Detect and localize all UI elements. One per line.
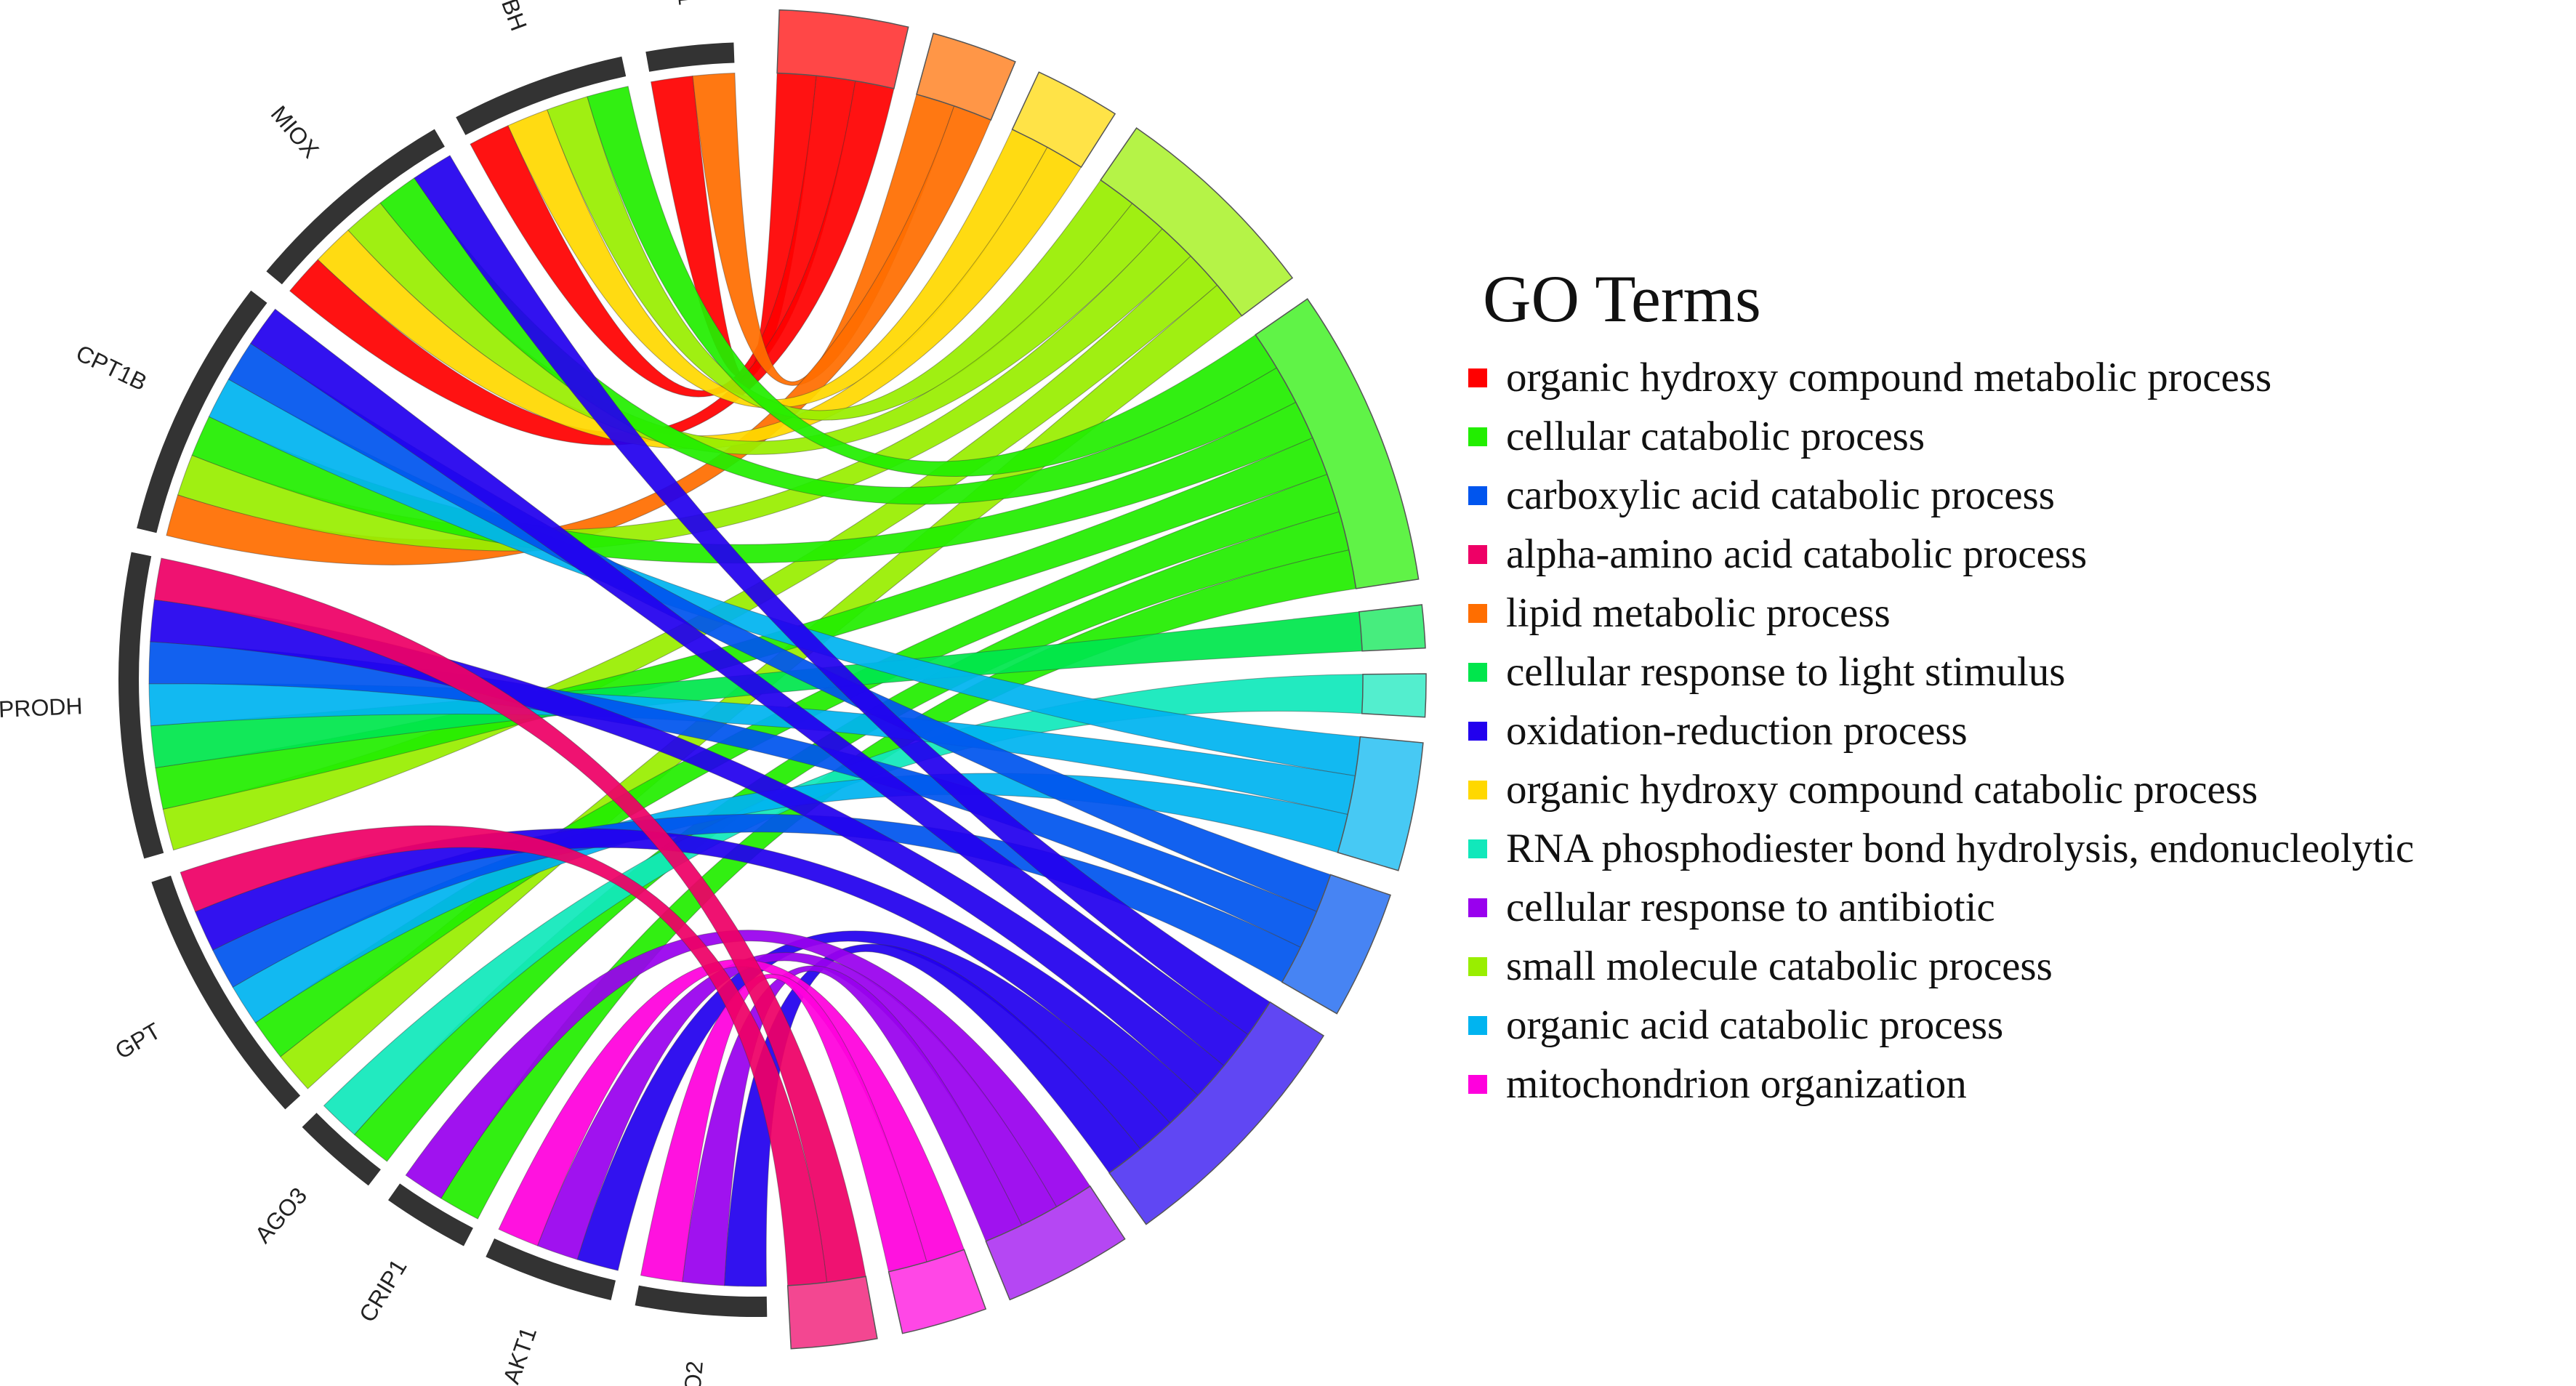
legend-label: organic hydroxy compound metabolic proce… <box>1506 355 2272 400</box>
legend-label: cellular response to antibiotic <box>1506 885 1995 930</box>
legend-swatch <box>1468 839 1487 858</box>
legend-label: carboxylic acid catabolic process <box>1506 472 2055 518</box>
gene-arc-sco2 <box>635 1285 768 1318</box>
term-arc-mitochondrion-organization <box>887 1249 987 1334</box>
gene-label-cpt1b: CPT1B <box>72 339 151 395</box>
term-arc-lipid-metabolic-process <box>916 32 1016 121</box>
legend-swatch <box>1468 956 1487 976</box>
ribbon-cellular-catabolic-process-miox <box>379 177 1297 505</box>
legend-swatch <box>1468 898 1487 917</box>
legend-label: oxidation-reduction process <box>1506 708 1968 754</box>
ribbon-oxidation-reduction-process-gpt <box>194 828 1199 1124</box>
legend-swatch <box>1468 368 1487 387</box>
legend-item-organic-acid-catabolic-process: organic acid catabolic process <box>1468 996 2559 1055</box>
term-arc-small-molecule-catabolic-process <box>1100 127 1294 317</box>
ribbons-group <box>148 72 1364 1287</box>
ribbon-oxidation-reduction-process-cpt1b <box>250 308 1249 1067</box>
legend-item-carboxylic-acid-catabolic-process: carboxylic acid catabolic process <box>1468 466 2559 525</box>
legend-item-cellular-response-to-antibiotic: cellular response to antibiotic <box>1468 878 2559 937</box>
gene-arc-dgat1 <box>645 42 735 72</box>
ribbon-oxidation-reduction-process-prodh <box>150 599 1225 1096</box>
gene-arc-akt1 <box>486 1238 616 1300</box>
term-arc-rna-phosphodiester-bond-hydrolysis-endonucleolytic <box>1361 673 1427 718</box>
legend-item-cellular-response-to-light-stimulus: cellular response to light stimulus <box>1468 642 2559 701</box>
term-arc-alpha-amino-acid-catabolic-process <box>786 1276 878 1350</box>
legend-title: GO Terms <box>1483 262 1761 336</box>
term-arc-cellular-catabolic-process <box>1255 298 1420 589</box>
gene-label-prodh: PRODH <box>0 693 83 722</box>
ribbon-mitochondrion-organization-sco2 <box>640 973 927 1283</box>
ribbon-oxidation-reduction-process-miox <box>414 155 1271 1036</box>
ribbon-oxidation-reduction-process-sco2 <box>724 943 1141 1287</box>
ribbon-carboxylic-acid-catabolic-process-cpt1b <box>228 342 1332 912</box>
legend-item-cellular-catabolic-process: cellular catabolic process <box>1468 407 2559 466</box>
ribbon-cellular-catabolic-process-dbh <box>587 86 1278 477</box>
gene-arcs-group <box>118 42 768 1318</box>
ribbon-organic-acid-catabolic-process-cpt1b <box>208 379 1361 777</box>
ribbon-small-molecule-catabolic-process-prodh <box>162 255 1218 851</box>
legend-swatch <box>1468 485 1487 505</box>
legend-swatch <box>1468 544 1487 564</box>
legend-label: alpha-amino acid catabolic process <box>1506 531 2088 577</box>
gene-label-sco2: SCO2 <box>676 1360 707 1386</box>
legend-item-oxidation-reduction-process: oxidation-reduction process <box>1468 701 2559 760</box>
legend-item-organic-hydroxy-compound-catabolic-process: organic hydroxy compound catabolic proce… <box>1468 760 2559 819</box>
term-arcs-group <box>776 9 1427 1350</box>
legend-label: lipid metabolic process <box>1506 590 1891 636</box>
term-arc-organic-hydroxy-compound-catabolic-process <box>1011 71 1116 169</box>
gene-arc-miox <box>266 129 445 285</box>
legend-swatch <box>1468 427 1487 446</box>
term-arc-oxidation-reduction-process <box>1108 1001 1325 1225</box>
gene-label-miox: MIOX <box>266 101 324 164</box>
legend-item-alpha-amino-acid-catabolic-process: alpha-amino acid catabolic process <box>1468 525 2559 584</box>
term-arc-organic-hydroxy-compound-metabolic-process <box>776 9 909 89</box>
ribbon-alpha-amino-acid-catabolic-process-prodh <box>153 557 866 1283</box>
gene-arc-crip1 <box>388 1183 473 1246</box>
term-arc-cellular-response-to-light-stimulus <box>1358 604 1426 652</box>
legend-swatch <box>1468 603 1487 623</box>
legend-label: cellular catabolic process <box>1506 414 1925 459</box>
term-arc-cellular-response-to-antibiotic <box>985 1185 1126 1301</box>
gene-arc-ago3 <box>302 1113 381 1186</box>
ribbon-carboxylic-acid-catabolic-process-prodh <box>148 641 1318 948</box>
legend-label: cellular response to light stimulus <box>1506 649 2066 695</box>
gene-label-dbh: DBH <box>491 0 532 34</box>
legend-swatch <box>1468 780 1487 799</box>
gene-label-akt1: AKT1 <box>498 1323 542 1386</box>
gene-arc-prodh <box>118 552 164 859</box>
legend: GO Terms organic hydroxy compound metabo… <box>1468 258 2559 1113</box>
legend-label: organic acid catabolic process <box>1506 1002 2004 1048</box>
gene-label-ago3: AGO3 <box>249 1182 312 1249</box>
gene-label-crip1: CRIP1 <box>354 1254 412 1326</box>
legend-item-lipid-metabolic-process: lipid metabolic process <box>1468 584 2559 642</box>
legend-label: mitochondrion organization <box>1506 1061 1967 1107</box>
legend-swatch <box>1468 1074 1487 1094</box>
term-arc-organic-acid-catabolic-process <box>1337 736 1424 871</box>
gene-arc-gpt <box>151 875 301 1110</box>
ribbon-cellular-response-to-antibiotic-sco2 <box>682 965 1023 1286</box>
legend-items: organic hydroxy compound metabolic proce… <box>1468 348 2559 1113</box>
legend-label: organic hydroxy compound catabolic proce… <box>1506 767 2258 813</box>
term-arc-carboxylic-acid-catabolic-process <box>1281 874 1391 1015</box>
legend-label: RNA phosphodiester bond hydrolysis, endo… <box>1506 826 2415 871</box>
gene-arc-cpt1b <box>137 290 267 533</box>
ribbon-cellular-catabolic-process-gpt <box>254 474 1340 1057</box>
ribbon-small-molecule-catabolic-process-cpt1b <box>177 228 1191 552</box>
legend-swatch <box>1468 662 1487 682</box>
legend-swatch <box>1468 1015 1487 1035</box>
gene-label-gpt: GPT <box>110 1018 165 1064</box>
ribbon-small-molecule-catabolic-process-miox <box>347 202 1163 455</box>
legend-label: small molecule catabolic process <box>1506 943 2053 989</box>
gene-label-dgat1: DGAT1 <box>667 0 701 7</box>
legend-item-mitochondrion-organization: mitochondrion organization <box>1468 1055 2559 1113</box>
legend-swatch <box>1468 721 1487 741</box>
legend-item-small-molecule-catabolic-process: small molecule catabolic process <box>1468 937 2559 996</box>
gene-arc-dbh <box>456 56 627 135</box>
ribbon-alpha-amino-acid-catabolic-process-gpt <box>180 825 828 1286</box>
legend-item-organic-hydroxy-compound-metabolic-process: organic hydroxy compound metabolic proce… <box>1468 348 2559 407</box>
legend-item-rna-phosphodiester-bond-hydrolysis-endonucleolytic: RNA phosphodiester bond hydrolysis, endo… <box>1468 819 2559 878</box>
